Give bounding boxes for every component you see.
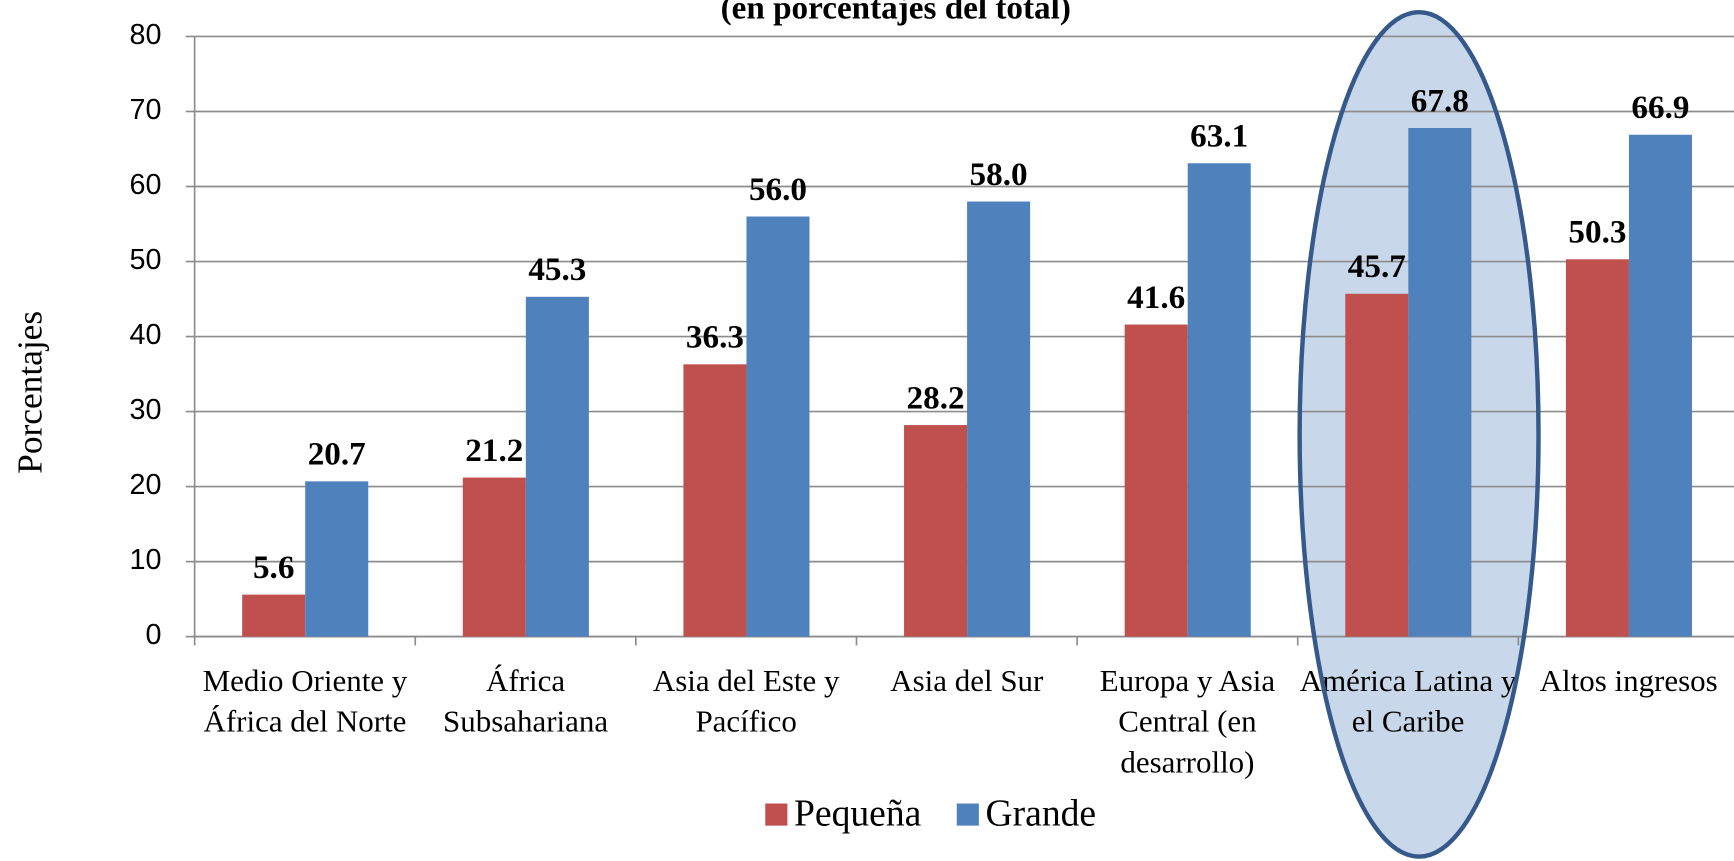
- data-label: 28.2: [907, 379, 965, 416]
- y-tick-label: 20: [129, 469, 161, 501]
- y-axis-label: Porcentajes: [9, 311, 49, 474]
- y-tick-label: 40: [129, 319, 161, 351]
- bar: [462, 477, 526, 637]
- x-tick-label-box: América Latina y el Caribe: [1299, 664, 1517, 740]
- bar: [1124, 324, 1188, 637]
- data-label: 36.3: [686, 319, 744, 356]
- bar: [904, 425, 968, 637]
- data-label: 45.7: [1348, 248, 1406, 285]
- y-tick-label: 60: [129, 169, 161, 201]
- bar: [967, 201, 1031, 637]
- x-tick-label: Asia del Sur: [890, 664, 1044, 699]
- bar: [525, 296, 589, 637]
- y-tick-label: 80: [129, 19, 161, 51]
- x-tick-label-box: Europa y Asia Central (en desarrollo): [1099, 664, 1276, 781]
- data-label: 45.3: [528, 251, 586, 288]
- x-tick-label: Altos ingresos: [1539, 664, 1718, 699]
- x-tick-label: Medio Oriente y África del Norte: [202, 664, 408, 740]
- legend-swatch: [956, 803, 979, 826]
- x-tick-label: América Latina y el Caribe: [1299, 664, 1517, 740]
- y-tick-label: 0: [145, 619, 161, 651]
- data-label: 63.1: [1190, 118, 1248, 155]
- bar: [683, 364, 747, 637]
- x-tick-label-box: Asia del Sur: [890, 664, 1044, 699]
- data-label: 41.6: [1127, 279, 1185, 316]
- data-label: 20.7: [308, 436, 366, 473]
- bar: [1628, 134, 1692, 637]
- bar: [1408, 127, 1472, 637]
- data-label: 5.6: [253, 549, 294, 586]
- data-label: 56.0: [749, 171, 807, 208]
- y-tick-label: 70: [129, 94, 161, 126]
- chart-subtitle: (en porcentajes del total): [721, 0, 1071, 27]
- y-tick-label: 50: [129, 244, 161, 276]
- data-label: 66.9: [1631, 89, 1689, 126]
- data-label: 21.2: [465, 432, 523, 469]
- bar: [1187, 163, 1251, 637]
- bar: [1345, 293, 1409, 637]
- x-tick-label-box: África Subsahariana: [443, 664, 609, 740]
- legend-label: Grande: [986, 793, 1097, 834]
- x-tick-label: Europa y Asia Central (en desarrollo): [1099, 664, 1276, 781]
- x-tick-label-box: Asia del Este y Pacífico: [652, 664, 840, 740]
- data-label: 58.0: [970, 156, 1028, 193]
- bar: [242, 594, 306, 637]
- bar: [1565, 259, 1629, 637]
- y-tick-label: 10: [129, 544, 161, 576]
- x-tick-label: Asia del Este y Pacífico: [652, 664, 840, 740]
- data-label: 67.8: [1411, 82, 1469, 119]
- bar: [305, 481, 369, 637]
- bar: [746, 216, 810, 637]
- x-tick-label-box: Altos ingresos: [1539, 664, 1718, 699]
- legend-label: Pequeña: [794, 793, 922, 834]
- highlight-outline: [1297, 9, 1541, 859]
- data-label: 50.3: [1568, 214, 1626, 251]
- x-tick-label-box: Medio Oriente y África del Norte: [202, 664, 408, 740]
- x-tick-label: África Subsahariana: [443, 664, 609, 740]
- legend-swatch: [765, 803, 788, 826]
- y-tick-label: 30: [129, 394, 161, 426]
